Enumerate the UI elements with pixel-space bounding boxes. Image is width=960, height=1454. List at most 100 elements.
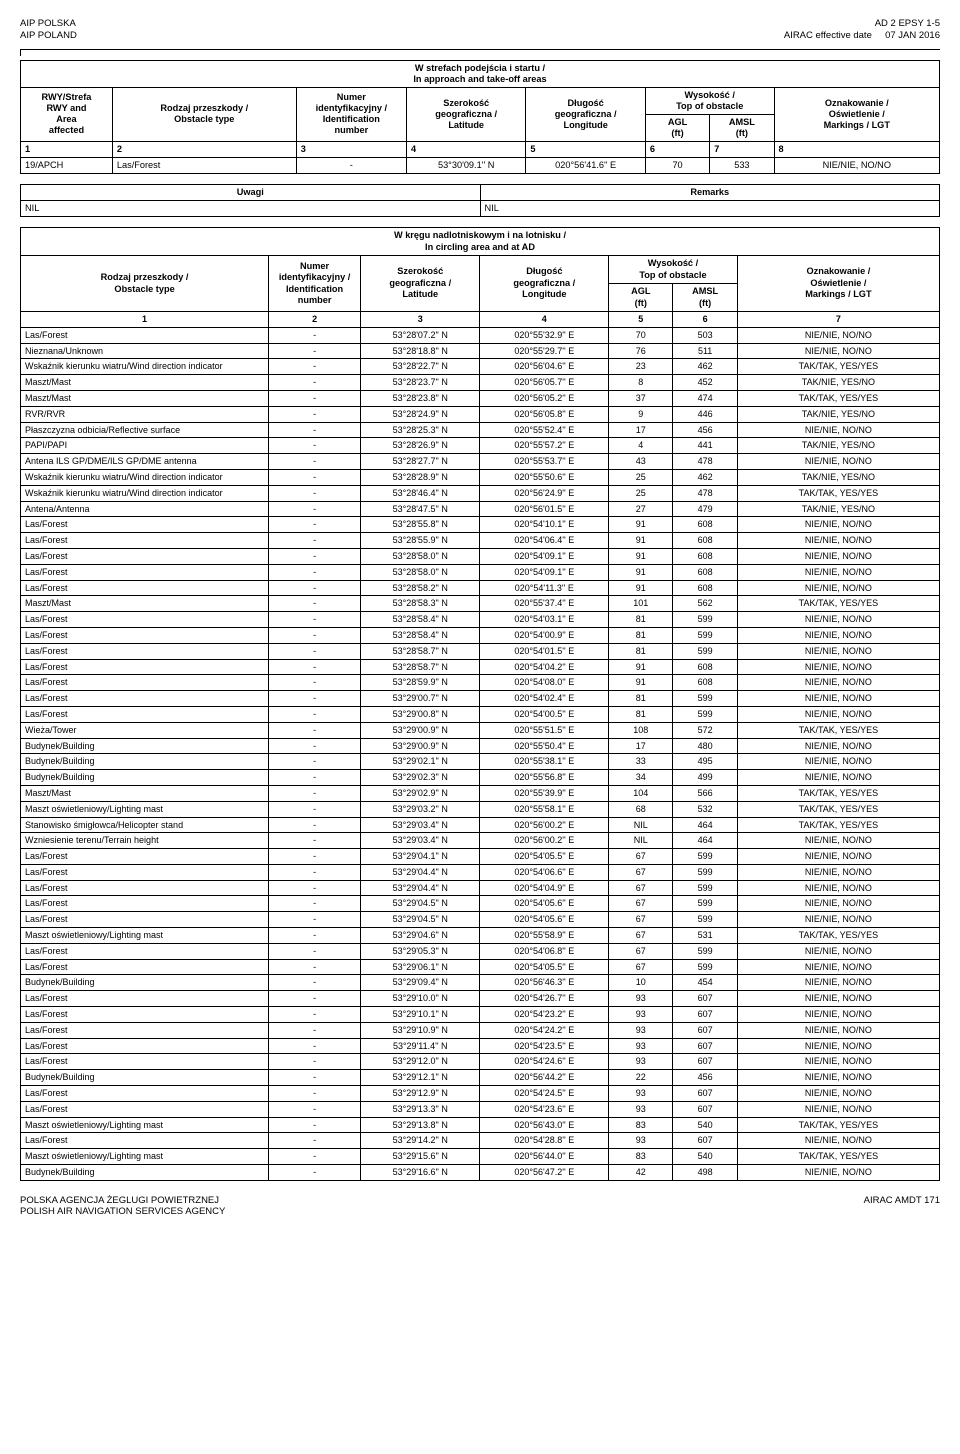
cell-c1: Budynek/Building	[21, 770, 269, 786]
cell-c1: Las/Forest	[21, 1101, 269, 1117]
cell-c2: -	[269, 612, 361, 628]
cell-c3: 53°29'10.1'' N	[361, 1007, 480, 1023]
cell-c3: 53°29'16.6'' N	[361, 1165, 480, 1181]
cell-c6: 572	[673, 722, 737, 738]
cell-c5: 67	[609, 912, 673, 928]
cell-c5: 68	[609, 801, 673, 817]
cell-c6: 608	[673, 564, 737, 580]
cell-c1: Budynek/Building	[21, 1070, 269, 1086]
cell-c5: 67	[609, 849, 673, 865]
cell-c4: 020°55'32.9'' E	[480, 327, 609, 343]
cell-c2: -	[269, 1054, 361, 1070]
cell-c1: Wskaźnik kierunku wiatru/Wind direction …	[21, 485, 269, 501]
cell-c3: 53°28'18.8'' N	[361, 343, 480, 359]
cell-c7: NIE/NIE, NO/NO	[737, 896, 939, 912]
cell-c6: 480	[673, 738, 737, 754]
cell-c5: 33	[609, 754, 673, 770]
cell-c5: 91	[609, 548, 673, 564]
cell-c2: -	[269, 422, 361, 438]
cell-c6: 540	[673, 1149, 737, 1165]
cell-c6: 599	[673, 896, 737, 912]
table-row: Las/Forest-53°28'58.2'' N020°54'11.3'' E…	[21, 580, 940, 596]
cell-c4: 020°54'02.4'' E	[480, 691, 609, 707]
table-row: Las/Forest-53°28'55.8'' N020°54'10.1'' E…	[21, 517, 940, 533]
cell-c3: 53°29'10.9'' N	[361, 1022, 480, 1038]
cell-c4: 020°55'38.1'' E	[480, 754, 609, 770]
cell-c5: NIL	[609, 833, 673, 849]
table-row: Las/Forest-53°29'06.1'' N020°54'05.5'' E…	[21, 959, 940, 975]
cell-c1: Wieża/Tower	[21, 722, 269, 738]
cell-c6: 599	[673, 627, 737, 643]
cell-c5: 101	[609, 596, 673, 612]
cell-c6: 608	[673, 533, 737, 549]
remarks-v-right: NIL	[480, 200, 940, 216]
cell-c6: 464	[673, 817, 737, 833]
t1-c4: 53°30'09.1'' N	[406, 157, 525, 173]
table-row: Las/Forest-53°28'58.7'' N020°54'01.5'' E…	[21, 643, 940, 659]
cell-c4: 020°55'37.4'' E	[480, 596, 609, 612]
cell-c2: -	[269, 580, 361, 596]
table-row: RVR/RVR-53°28'24.9'' N020°56'05.8'' E944…	[21, 406, 940, 422]
table-row: Las/Forest-53°28'58.4'' N020°54'03.1'' E…	[21, 612, 940, 628]
cell-c2: -	[269, 454, 361, 470]
cell-c1: Wskaźnik kierunku wiatru/Wind direction …	[21, 469, 269, 485]
cell-c3: 53°28'58.0'' N	[361, 564, 480, 580]
cell-c4: 020°54'06.8'' E	[480, 943, 609, 959]
cell-c6: 599	[673, 612, 737, 628]
t1-n3: 3	[296, 141, 406, 157]
cell-c4: 020°54'08.0'' E	[480, 675, 609, 691]
t3-h3: Szerokość geograficzna / Latitude	[361, 256, 480, 312]
cell-c4: 020°55'51.5'' E	[480, 722, 609, 738]
cell-c3: 53°28'47.5'' N	[361, 501, 480, 517]
cell-c5: 81	[609, 643, 673, 659]
cell-c7: NIE/NIE, NO/NO	[737, 1070, 939, 1086]
cell-c3: 53°29'04.1'' N	[361, 849, 480, 865]
cell-c6: 607	[673, 1054, 737, 1070]
cell-c2: -	[269, 722, 361, 738]
cell-c4: 020°56'00.2'' E	[480, 833, 609, 849]
cell-c1: Las/Forest	[21, 533, 269, 549]
table-row: Las/Forest-53°29'04.4'' N020°54'04.9'' E…	[21, 880, 940, 896]
t1-n4: 4	[406, 141, 525, 157]
cell-c3: 53°29'04.5'' N	[361, 912, 480, 928]
cell-c1: Wskaźnik kierunku wiatru/Wind direction …	[21, 359, 269, 375]
t1-h67: Wysokość / Top of obstacle	[645, 87, 774, 114]
cell-c1: Las/Forest	[21, 675, 269, 691]
cell-c1: Maszt oświetleniowy/Lighting mast	[21, 801, 269, 817]
t1-h1: RWY/Strefa RWY and Area affected	[21, 87, 113, 141]
cell-c6: 456	[673, 422, 737, 438]
cell-c1: Maszt/Mast	[21, 375, 269, 391]
t3-h2: Numer identyfikacyjny / Identification n…	[269, 256, 361, 312]
cell-c6: 454	[673, 975, 737, 991]
cell-c6: 479	[673, 501, 737, 517]
cell-c7: NIE/NIE, NO/NO	[737, 880, 939, 896]
table-row: Maszt oświetleniowy/Lighting mast-53°29'…	[21, 1117, 940, 1133]
page-header: AIP POLSKA AIP POLAND AD 2 EPSY 1-5 AIRA…	[20, 18, 940, 43]
table-row: Las/Forest-53°29'04.5'' N020°54'05.6'' E…	[21, 912, 940, 928]
cell-c2: -	[269, 975, 361, 991]
cell-c7: NIE/NIE, NO/NO	[737, 738, 939, 754]
t1-c3: -	[296, 157, 406, 173]
table-row: Las/Forest-53°29'14.2'' N020°54'28.8'' E…	[21, 1133, 940, 1149]
cell-c3: 53°28'28.9'' N	[361, 469, 480, 485]
table-row: Maszt oświetleniowy/Lighting mast-53°29'…	[21, 1149, 940, 1165]
cell-c5: 91	[609, 659, 673, 675]
cell-c7: TAK/TAK, YES/YES	[737, 596, 939, 612]
cell-c2: -	[269, 896, 361, 912]
cell-c7: TAK/TAK, YES/YES	[737, 801, 939, 817]
cell-c6: 441	[673, 438, 737, 454]
cell-c5: 76	[609, 343, 673, 359]
t3-n6: 6	[673, 312, 737, 328]
cell-c7: NIE/NIE, NO/NO	[737, 564, 939, 580]
cell-c7: NIE/NIE, NO/NO	[737, 548, 939, 564]
cell-c6: 532	[673, 801, 737, 817]
cell-c1: Las/Forest	[21, 327, 269, 343]
cell-c5: 81	[609, 691, 673, 707]
table-row: Maszt oświetleniowy/Lighting mast-53°29'…	[21, 801, 940, 817]
cell-c4: 020°54'24.5'' E	[480, 1086, 609, 1102]
cell-c5: 91	[609, 533, 673, 549]
cell-c6: 599	[673, 864, 737, 880]
cell-c4: 020°56'05.2'' E	[480, 390, 609, 406]
cell-c1: Budynek/Building	[21, 738, 269, 754]
table-row: Las/Forest-53°29'05.3'' N020°54'06.8'' E…	[21, 943, 940, 959]
